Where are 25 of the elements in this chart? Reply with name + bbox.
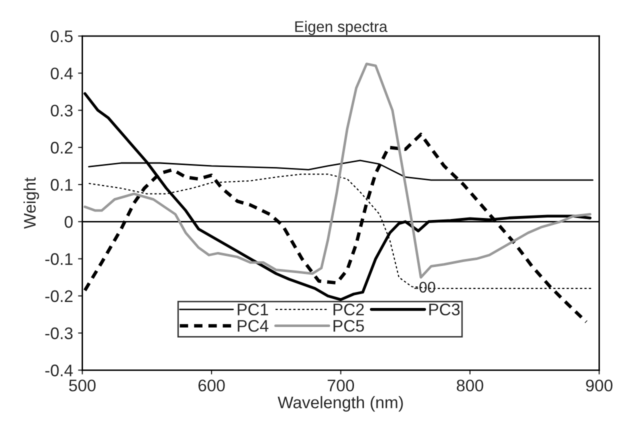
legend-label: PC5 [334, 320, 364, 332]
y-tick-label: -0.4 [45, 364, 73, 376]
x-tick-label: 600 [198, 380, 225, 392]
y-tick-label: 0.5 [50, 30, 73, 42]
y-tick-label: -0.1 [45, 253, 72, 265]
chart-title: Eigen spectra [295, 20, 388, 36]
y-tick-label: -0.2 [45, 290, 72, 302]
x-tick-label: 700 [328, 380, 354, 392]
y-tick-label: 0 [64, 216, 73, 228]
y-tick-label: 0.2 [50, 142, 72, 154]
x-axis-title: Wavelength (nm) [278, 396, 403, 412]
y-tick-label: 0.4 [50, 68, 73, 80]
y-tick-label: 0.1 [50, 178, 72, 191]
x-tick-label: 500 [69, 380, 96, 392]
legend-label: PC1 [238, 304, 268, 316]
line-series [84, 62, 592, 279]
legend-label: PC3 [429, 304, 460, 316]
x-tick-label: 800 [456, 380, 484, 392]
y-tick-label: -0.3 [45, 327, 73, 340]
legend-label: PC2 [334, 304, 364, 316]
y-axis-title: Weight [23, 177, 40, 229]
y-tick-label: 0.3 [50, 104, 73, 116]
legend-label: PC4 [238, 320, 268, 332]
x-tick-label: 900 [586, 380, 612, 392]
annotation: -00 [414, 282, 436, 293]
